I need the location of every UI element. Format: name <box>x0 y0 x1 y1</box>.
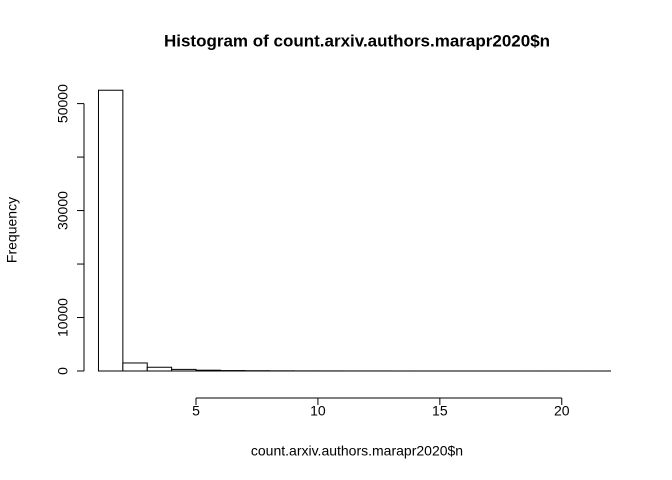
y-axis-label: Frequency <box>4 197 20 263</box>
chart-title: Histogram of count.arxiv.authors.marapr2… <box>164 31 550 50</box>
x-tick-label: 5 <box>192 403 200 419</box>
x-tick-label: 15 <box>432 403 448 419</box>
x-tick-label: 20 <box>554 403 570 419</box>
bar <box>122 362 148 372</box>
bar <box>97 89 124 372</box>
x-tick-label: 10 <box>310 403 326 419</box>
y-tick-label: 50000 <box>55 84 71 123</box>
y-tick-label: 0 <box>55 367 71 375</box>
y-tick-label: 30000 <box>55 191 71 230</box>
y-tick-label: 10000 <box>55 298 71 337</box>
bar <box>171 368 197 372</box>
bar <box>195 369 221 372</box>
x-axis-label: count.arxiv.authors.marapr2020$n <box>251 443 463 459</box>
bar <box>146 366 173 372</box>
